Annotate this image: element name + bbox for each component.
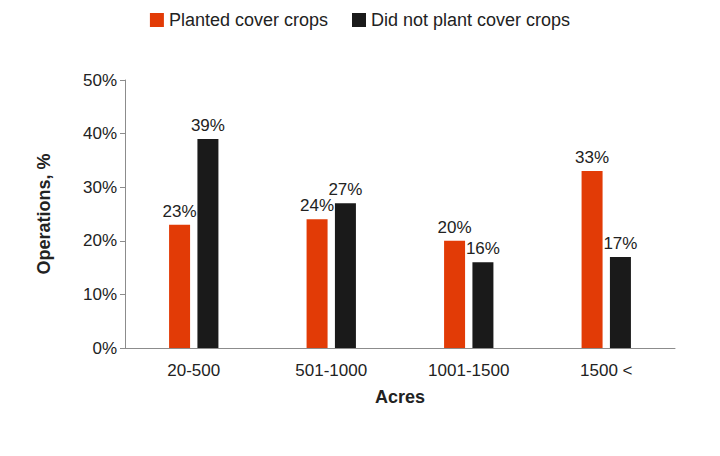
svg-text:1001-1500: 1001-1500 <box>428 361 509 380</box>
svg-text:20-500: 20-500 <box>167 361 220 380</box>
svg-text:20%: 20% <box>438 218 472 237</box>
svg-text:39%: 39% <box>191 116 225 135</box>
svg-text:24%: 24% <box>300 196 335 216</box>
svg-text:27%: 27% <box>328 180 362 199</box>
svg-text:23%: 23% <box>163 202 197 221</box>
svg-text:1500 <: 1500 < <box>580 361 633 380</box>
svg-text:0%: 0% <box>92 339 117 358</box>
svg-text:17%: 17% <box>603 234 637 253</box>
svg-text:20%: 20% <box>83 231 117 250</box>
svg-text:50%: 50% <box>83 71 117 90</box>
svg-text:Acres: Acres <box>375 387 425 407</box>
svg-text:30%: 30% <box>83 178 117 197</box>
svg-text:Did not plant cover crops: Did not plant cover crops <box>371 10 570 30</box>
svg-text:501-1000: 501-1000 <box>295 361 367 380</box>
svg-text:16%: 16% <box>466 239 500 258</box>
svg-text:10%: 10% <box>83 285 117 304</box>
svg-text:33%: 33% <box>575 148 609 167</box>
svg-text:Operations, %: Operations, % <box>34 153 54 274</box>
svg-text:Planted cover crops: Planted cover crops <box>169 10 328 30</box>
svg-text:40%: 40% <box>83 124 117 143</box>
